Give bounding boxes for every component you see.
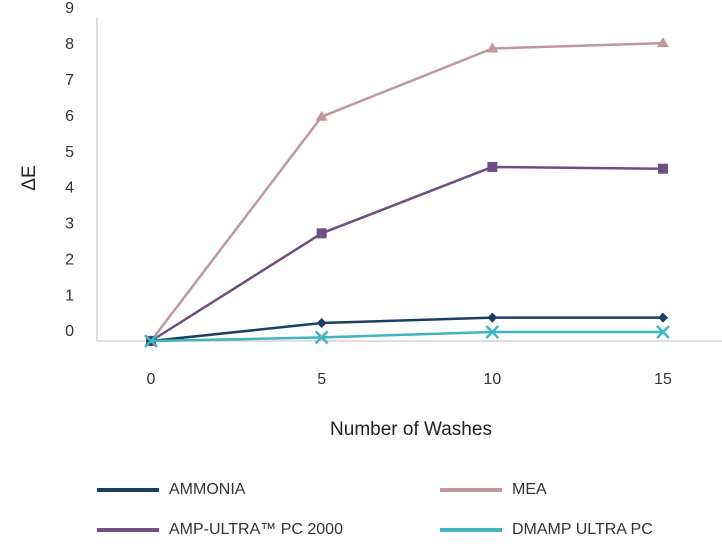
series-line bbox=[150, 330, 663, 343]
data-point bbox=[316, 318, 327, 329]
legend: AMMONIA MEA AMP-ULTRA™ PC 2000 DMAMP ULTRA … bbox=[0, 462, 722, 550]
x-tick-label: 15 bbox=[654, 371, 672, 388]
legend-swatch bbox=[440, 528, 502, 532]
legend-label: DMAMP ULTRA PC bbox=[512, 521, 653, 538]
legend-item: AMP-ULTRA™ PC 2000 bbox=[97, 518, 343, 542]
x-tick-label: 5 bbox=[317, 371, 326, 388]
series-layer bbox=[144, 37, 670, 348]
data-point bbox=[486, 42, 499, 53]
legend-item: MEA bbox=[440, 478, 547, 502]
data-point bbox=[144, 334, 158, 348]
x-axis-ticks: 0 5 10 15 bbox=[147, 371, 672, 388]
y-tick-label: 4 bbox=[65, 180, 74, 197]
x-tick-label: 10 bbox=[483, 371, 501, 388]
y-tick-label: 8 bbox=[65, 36, 74, 53]
y-axis-title: ΔE bbox=[19, 165, 40, 190]
y-axis-ticks: 0 1 2 3 4 5 6 7 8 9 bbox=[65, 0, 74, 340]
line-chart: 0 1 2 3 4 5 6 7 8 9 0 5 10 15 ΔE Number of Washes bbox=[19, 0, 722, 440]
legend-item: AMMONIA bbox=[97, 478, 245, 502]
legend-swatch bbox=[97, 528, 159, 532]
y-tick-label: 6 bbox=[65, 108, 74, 125]
data-point bbox=[314, 330, 329, 345]
data-point bbox=[487, 312, 498, 323]
data-point bbox=[658, 312, 668, 323]
data-point bbox=[316, 228, 327, 239]
legend-label: AMP-ULTRA™ PC 2000 bbox=[169, 521, 343, 538]
y-tick-label: 9 bbox=[65, 0, 74, 17]
legend-label: MEA bbox=[512, 481, 547, 498]
series-line bbox=[150, 316, 663, 343]
data-point bbox=[656, 325, 670, 339]
y-tick-label: 2 bbox=[65, 251, 74, 268]
data-point bbox=[658, 163, 668, 174]
y-tick-label: 3 bbox=[65, 216, 74, 233]
series-line bbox=[150, 165, 664, 343]
series-line bbox=[150, 41, 664, 342]
legend-item: DMAMP ULTRA PC bbox=[440, 518, 653, 542]
legend-label: AMMONIA bbox=[169, 481, 246, 498]
data-point bbox=[315, 110, 328, 121]
series-3 bbox=[144, 325, 670, 348]
data-point bbox=[657, 37, 669, 48]
data-point bbox=[485, 325, 500, 339]
y-tick-label: 0 bbox=[65, 323, 74, 340]
series-1 bbox=[145, 37, 669, 345]
y-tick-label: 5 bbox=[65, 144, 74, 161]
legend-swatch bbox=[440, 488, 502, 492]
y-tick-label: 1 bbox=[65, 287, 74, 304]
data-point bbox=[487, 161, 498, 172]
x-axis-title: Number of Washes bbox=[330, 419, 492, 440]
y-tick-label: 7 bbox=[65, 72, 74, 89]
x-tick-label: 0 bbox=[147, 371, 156, 388]
legend-swatch bbox=[97, 488, 159, 492]
